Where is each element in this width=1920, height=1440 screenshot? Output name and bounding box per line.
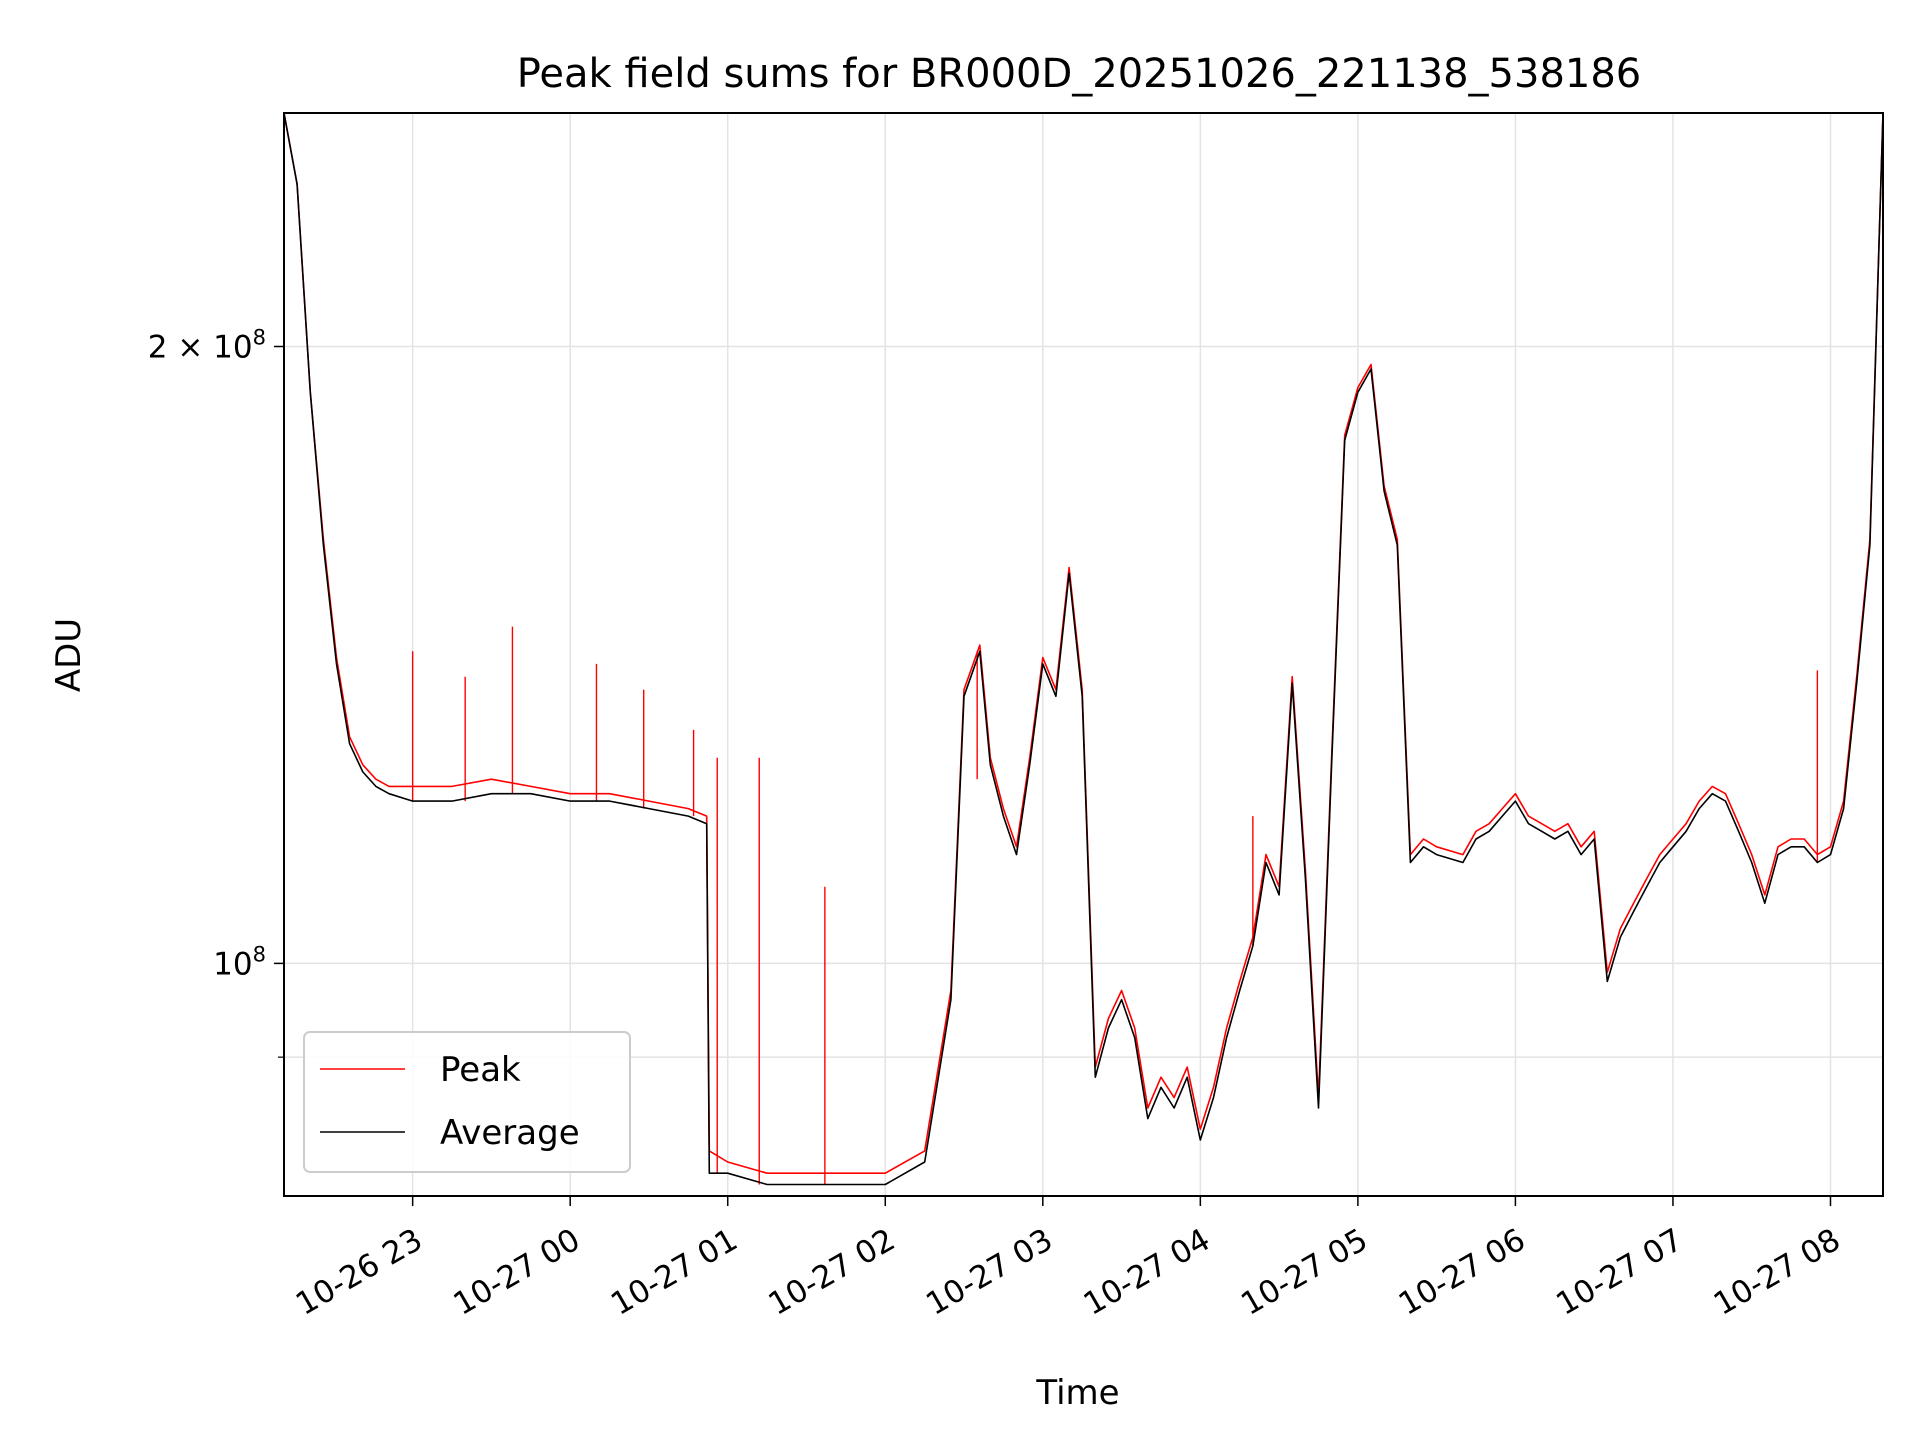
legend: Peak Average <box>303 1031 631 1173</box>
plot-frame <box>283 112 1884 1197</box>
legend-label-peak: Peak <box>440 1050 521 1090</box>
series-line-average <box>284 113 1883 1186</box>
chart-title: Peak field sums for BR000D_20251026_2211… <box>517 51 1642 97</box>
legend-label-average: Average <box>440 1113 580 1153</box>
y-axis: 108 2 × 108 <box>148 325 284 1058</box>
y-axis-label: ADU <box>49 618 89 692</box>
legend-box <box>303 1031 631 1173</box>
y-tick-label: 108 <box>213 942 266 982</box>
y-tick-label: 2 × 108 <box>148 325 266 365</box>
grid <box>284 113 1883 1196</box>
x-axis-label: Time <box>1035 1373 1119 1413</box>
series-layer <box>284 113 1883 1186</box>
series-line-peak <box>284 113 1883 1174</box>
